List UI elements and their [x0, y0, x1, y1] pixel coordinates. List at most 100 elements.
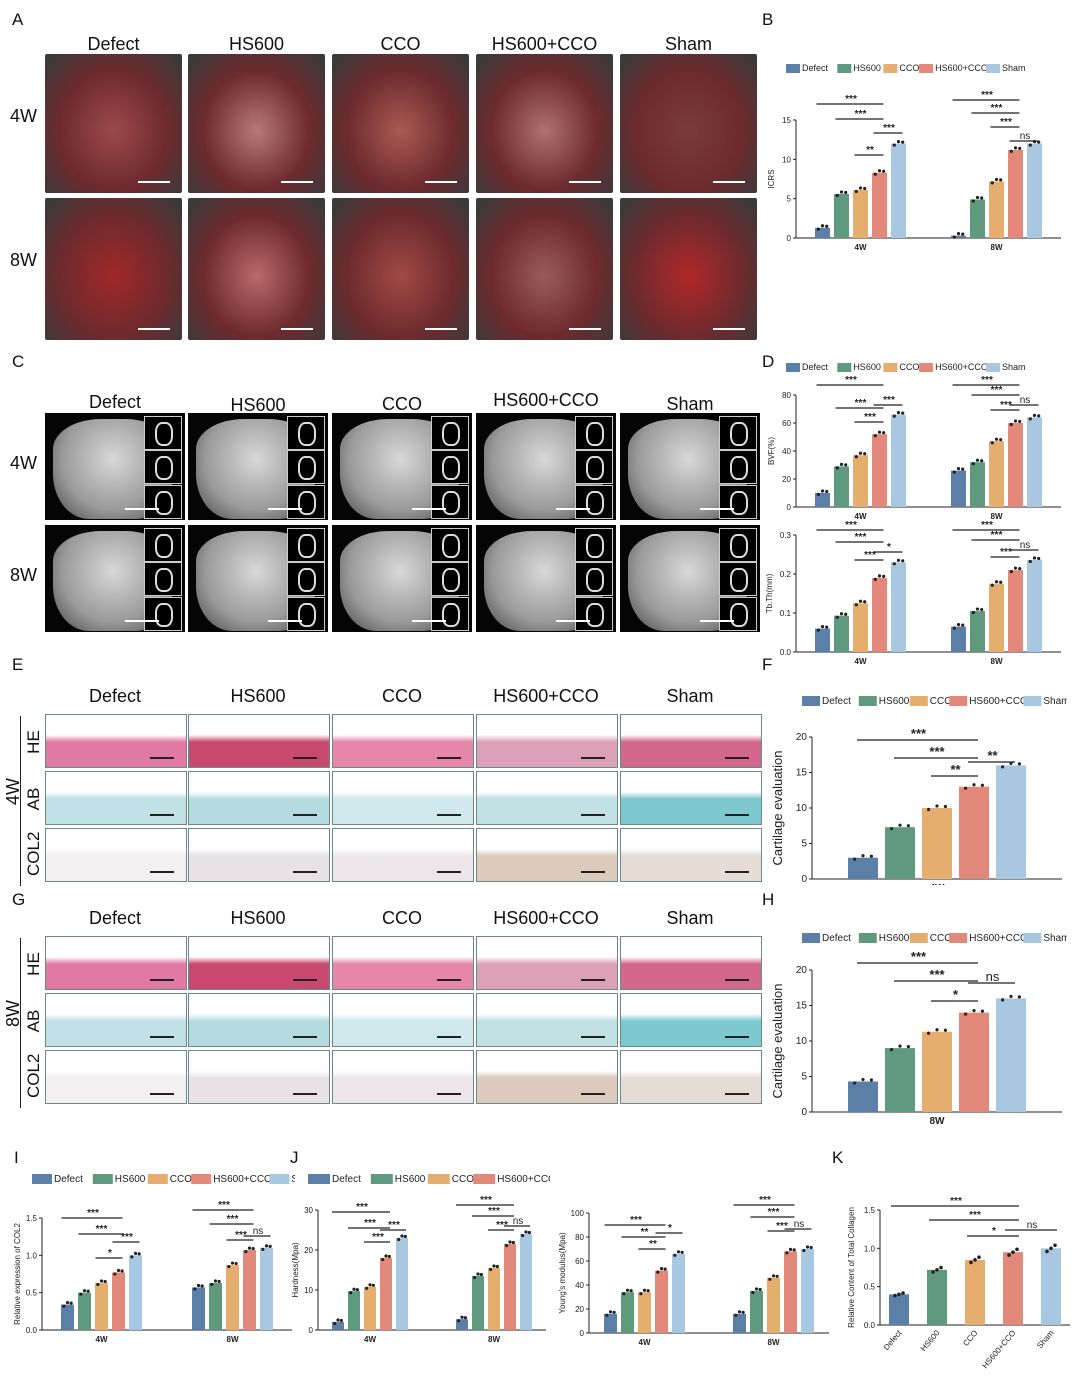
bar: [1027, 417, 1042, 507]
data-point: [873, 172, 877, 176]
data-point: [858, 451, 863, 455]
gross-photo: [332, 54, 469, 193]
data-point: [1009, 149, 1013, 153]
data-point: [741, 1310, 745, 1314]
ct-slice: [719, 597, 757, 631]
data-point: [524, 1230, 528, 1234]
significance-label: ***: [929, 967, 945, 982]
bar: [922, 1031, 952, 1112]
scale-bar: [293, 814, 317, 816]
y-tick-label: 0.1: [780, 609, 792, 618]
bar: [989, 583, 1004, 652]
data-point: [901, 559, 905, 563]
y-axis-label: Young's modulus(Mpa): [558, 1232, 567, 1314]
ct-slice: [575, 562, 613, 596]
data-point: [901, 1291, 905, 1295]
data-point: [397, 1237, 401, 1242]
y-tick-label: 100: [571, 1209, 585, 1218]
significance-label: ***: [364, 1218, 376, 1229]
bar: [260, 1247, 273, 1330]
scale-bar: [725, 757, 749, 759]
data-point: [961, 623, 965, 627]
histology-image: [476, 771, 618, 825]
scale-bar: [412, 508, 446, 510]
legend-swatch: [802, 696, 820, 706]
ct-slice: [431, 562, 469, 596]
scale-bar: [268, 508, 302, 510]
data-point: [1028, 559, 1032, 564]
y-axis-label: ICRS: [767, 169, 776, 188]
scale-bar: [437, 871, 461, 873]
x-tick-label: 4W: [855, 512, 867, 521]
data-point: [339, 1318, 343, 1323]
data-point: [103, 1279, 107, 1284]
scale-bar: [125, 508, 159, 510]
histology-image: [476, 993, 618, 1047]
data-point: [1037, 414, 1041, 418]
bar: [959, 786, 989, 879]
histology-image: [188, 771, 330, 825]
bar: [970, 611, 985, 652]
bar: [885, 827, 915, 879]
data-point: [387, 1254, 391, 1259]
y-tick-label: 20: [575, 1305, 584, 1314]
ct-slice: [431, 597, 469, 631]
bar: [604, 1313, 617, 1333]
micro-ct-image: [476, 525, 616, 632]
data-point: [994, 437, 999, 441]
panel-label-k: K: [832, 1148, 844, 1167]
y-tick-label: 5: [801, 1072, 807, 1083]
data-point: [1032, 413, 1037, 417]
data-point: [896, 140, 901, 144]
data-point: [227, 1264, 231, 1269]
bar: [380, 1258, 392, 1330]
data-point: [863, 186, 867, 191]
data-point: [972, 1009, 976, 1013]
data-point: [999, 580, 1003, 584]
data-point: [844, 190, 848, 195]
data-point: [200, 1284, 204, 1288]
data-point: [663, 1267, 667, 1271]
legend-label: HS600: [879, 696, 910, 707]
panelE-header-1: HS600: [230, 686, 286, 706]
legend-swatch: [1023, 696, 1042, 706]
bar: [801, 1249, 814, 1333]
legend-label: HS600: [879, 933, 910, 944]
y-axis-label: Tb.Th(mm): [765, 573, 774, 613]
data-point: [854, 455, 858, 459]
panel-label-h: H: [762, 890, 775, 909]
significance-label: ns: [513, 1216, 524, 1227]
y-tick-label: 40: [782, 447, 791, 456]
chart-b: Defect HS600 CCO HS600+CCO Sham 0 5 10 15 ICRS 4W 8…: [767, 63, 1061, 252]
panelE-header-2: CCO: [382, 686, 422, 706]
scale-bar: [556, 508, 590, 510]
bar: [922, 808, 952, 879]
panel-c-header-1: HS600: [230, 395, 286, 415]
legend-swatch: [147, 1174, 168, 1184]
histology-image: [45, 993, 187, 1047]
ct-slice: [287, 597, 325, 631]
bar: [815, 493, 830, 507]
y-tick-label: 1.5: [864, 1206, 876, 1215]
scale-bar: [437, 1036, 461, 1038]
y-tick-label: 5: [787, 195, 792, 204]
histology-image: [188, 714, 330, 768]
data-point: [931, 1270, 935, 1274]
data-point: [384, 1254, 388, 1258]
data-point: [853, 1081, 857, 1085]
data-point: [975, 607, 980, 611]
histology-image: [332, 714, 474, 768]
panelG-stain-label-0: HE: [24, 952, 43, 976]
data-point: [336, 1318, 340, 1322]
x-tick-label: 8W: [488, 1335, 500, 1344]
significance-label: ***: [356, 1202, 368, 1213]
scale-bar: [293, 1093, 317, 1095]
data-point: [952, 470, 956, 474]
data-point: [82, 1289, 87, 1293]
bar: [834, 615, 849, 652]
data-point: [479, 1272, 483, 1277]
bar: [488, 1268, 500, 1330]
data-point: [971, 610, 975, 615]
data-point: [973, 1258, 977, 1262]
data-point: [133, 1251, 138, 1255]
